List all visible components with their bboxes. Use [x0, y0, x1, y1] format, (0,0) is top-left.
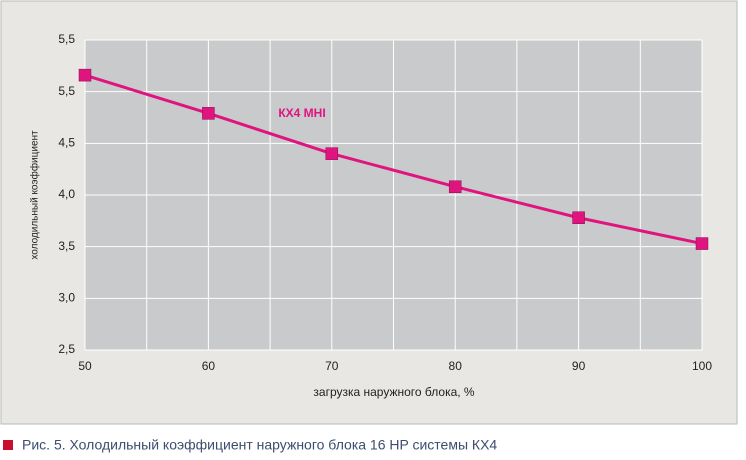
marker — [572, 211, 585, 224]
marker — [448, 180, 462, 193]
annotation: КХ4 MHI — [278, 106, 325, 120]
y-tick-label: 5,5 — [58, 84, 75, 98]
caption-marker — [3, 440, 13, 450]
x-tick-label: 60 — [202, 359, 216, 373]
y-tick-label: 4,0 — [58, 187, 75, 201]
x-tick-label: 90 — [572, 359, 586, 373]
marker — [325, 147, 339, 160]
y-tick-label: 4,5 — [58, 136, 75, 150]
caption: Рис. 5. Холодильный коэффициент наружног… — [22, 437, 497, 453]
marker — [695, 237, 709, 250]
x-tick-label: 50 — [78, 359, 92, 373]
y-axis-label: холодильный коэффициент — [29, 130, 41, 260]
y-tick-label: 3,5 — [58, 239, 75, 253]
series-line — [84, 73, 703, 246]
y-tick-label: 3,0 — [58, 291, 75, 305]
x-tick-label: 80 — [449, 359, 463, 373]
y-tick-label: 2,5 — [58, 342, 75, 356]
x-axis-label: загрузка наружного блока, % — [313, 385, 475, 399]
x-tick-label: 70 — [325, 359, 339, 373]
marker — [78, 68, 92, 82]
y-tick-label: 5,5 — [58, 32, 75, 46]
x-tick-label: 100 — [692, 359, 712, 373]
marker — [202, 107, 215, 120]
